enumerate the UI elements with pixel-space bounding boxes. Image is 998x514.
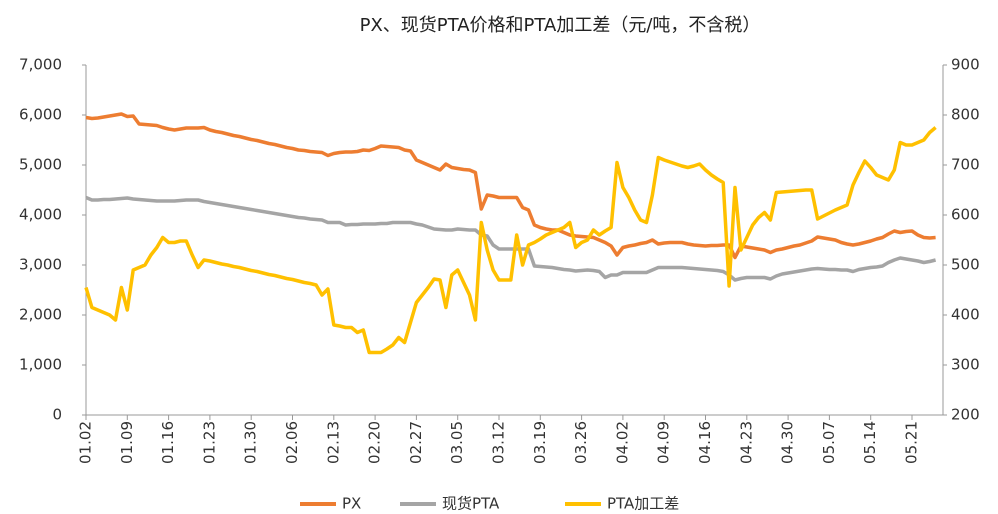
y-tick-label: 7,000 (19, 56, 62, 74)
y2-tick-label: 300 (951, 356, 980, 374)
series-line (85, 112, 936, 260)
x-tick-label: 04.23 (737, 421, 755, 464)
x-tick-label: 03.19 (531, 421, 549, 464)
x-tick-label: 01.16 (159, 421, 177, 464)
series-line (84, 126, 937, 355)
series-line (85, 195, 937, 282)
x-tick-label: 02.20 (366, 421, 384, 464)
y-tick-label: 3,000 (19, 256, 62, 274)
x-tick-label: 04.09 (655, 421, 673, 464)
x-tick-label: 05.21 (903, 421, 921, 464)
y-tick-label: 4,000 (19, 206, 62, 224)
y2-tick-label: 500 (951, 256, 980, 274)
y2-tick-label: 400 (951, 306, 980, 324)
x-tick-label: 01.02 (77, 421, 95, 464)
x-tick-label: 01.30 (242, 421, 260, 464)
x-tick-label: 02.27 (407, 421, 425, 464)
x-tick-label: 02.06 (283, 421, 301, 464)
y-tick-label: 6,000 (19, 106, 62, 124)
y2-tick-label: 200 (951, 406, 980, 424)
legend-label: 现货PTA (442, 495, 500, 513)
x-tick-label: 03.26 (572, 421, 590, 464)
y-tick-label: 1,000 (19, 356, 62, 374)
legend-label: PTA加工差 (607, 495, 679, 513)
x-tick-label: 02.13 (324, 421, 342, 464)
x-tick-label: 05.07 (820, 421, 838, 464)
y2-tick-label: 900 (951, 56, 980, 74)
x-tick-label: 05.14 (861, 421, 879, 464)
y2-tick-label: 700 (951, 156, 980, 174)
x-tick-label: 03.05 (448, 421, 466, 464)
y-tick-label: 2,000 (19, 306, 62, 324)
x-tick-label: 04.16 (696, 421, 714, 464)
legend-label: PX (342, 495, 361, 513)
x-tick-label: 04.02 (613, 421, 631, 464)
x-tick-label: 01.09 (118, 421, 136, 464)
x-tick-label: 01.23 (200, 421, 218, 464)
y2-tick-label: 800 (951, 106, 980, 124)
y2-tick-label: 600 (951, 206, 980, 224)
x-tick-label: 04.30 (779, 421, 797, 464)
x-tick-label: 03.12 (490, 421, 508, 464)
y-tick-label: 5,000 (19, 156, 62, 174)
chart-title: PX、现货PTA价格和PTA加工差（元/吨，不含税） (360, 15, 761, 36)
y-tick-label: 0 (52, 406, 62, 424)
